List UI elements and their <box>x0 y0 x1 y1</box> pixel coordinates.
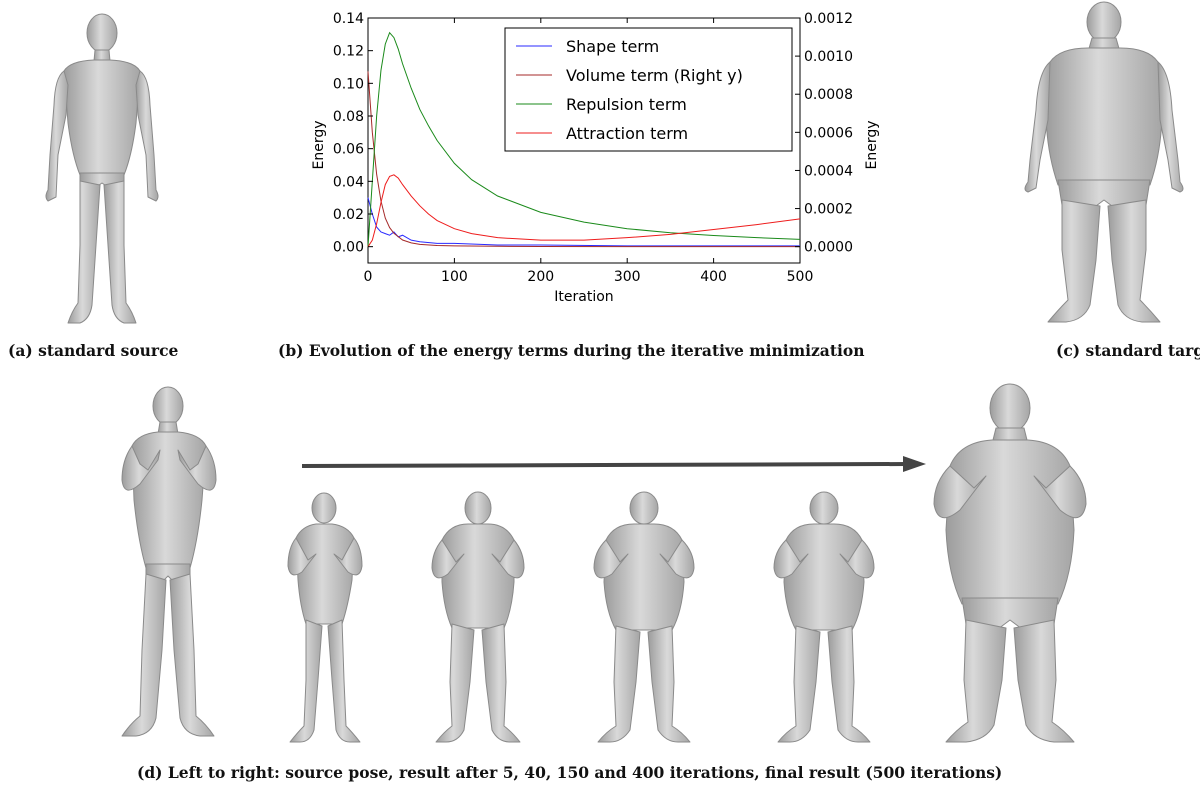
x-axis-ticks: 0 100 200 300 400 500 <box>364 18 814 285</box>
legend-label: Repulsion term <box>566 95 687 114</box>
caption-a: (a) standard source <box>8 341 179 360</box>
x-axis-label: Iteration <box>554 289 613 305</box>
standard-source-figure <box>45 13 159 324</box>
series-line-attraction-term <box>367 174 801 247</box>
series-line-shape-term <box>367 197 800 247</box>
y-axis-right-label: Energy <box>864 120 880 169</box>
iteration-400-figure <box>773 491 875 743</box>
y2-tick-label: 0.0008 <box>804 87 853 103</box>
y-tick-label: 0.04 <box>333 174 364 190</box>
iteration-40-figure <box>431 491 525 743</box>
y2-tick-label: 0.0012 <box>804 11 853 27</box>
plot-frame <box>367 17 801 264</box>
x-tick-label: 400 <box>700 269 727 285</box>
progress-arrow <box>301 456 926 472</box>
legend-label: Volume term (Right y) <box>566 66 743 85</box>
x-tick-label: 0 <box>364 269 373 285</box>
y-axis-left-label: Energy <box>311 120 327 169</box>
series-line-repulsion-term <box>367 31 801 247</box>
pose-sequence <box>121 383 1087 743</box>
y-axis-right-ticks: 0.0000 0.0002 0.0004 0.0006 0.0008 0.0010 0.00… <box>795 11 853 256</box>
x-tick-label: 200 <box>527 269 554 285</box>
caption-b: (b) Evolution of the energy terms during… <box>278 341 865 360</box>
y2-tick-label: 0.0006 <box>804 125 853 141</box>
y-tick-label: 0.06 <box>333 142 364 158</box>
plot-lines <box>367 31 801 248</box>
source-pose-figure <box>121 386 217 737</box>
y2-tick-label: 0.0000 <box>804 240 853 256</box>
x-tick-label: 500 <box>787 269 814 285</box>
y2-tick-label: 0.0010 <box>804 49 853 65</box>
caption-c: (c) standard target <box>1056 341 1200 360</box>
caption-d: (d) Left to right: source pose, result a… <box>137 763 1003 782</box>
chart-legend: Shape term Volume term (Right y) Repulsion… <box>504 27 793 152</box>
y2-tick-label: 0.0002 <box>804 202 853 218</box>
y-tick-label: 0.08 <box>333 109 364 125</box>
energy-chart: 0 100 200 300 400 500 0.00 0.02 0.04 0.06 0.08 0.1… <box>311 11 880 305</box>
y-axis-left-ticks: 0.00 0.02 0.04 0.06 0.08 0.10 0.12 0.14 <box>333 11 373 256</box>
standard-target-figure <box>1024 1 1184 323</box>
y-tick-label: 0.10 <box>333 76 364 92</box>
y-tick-label: 0.14 <box>333 11 364 27</box>
y2-tick-label: 0.0004 <box>804 163 853 179</box>
y-tick-label: 0.02 <box>333 207 364 223</box>
legend-label: Attraction term <box>566 124 688 143</box>
y-tick-label: 0.00 <box>333 240 364 256</box>
iteration-5-figure <box>287 492 363 743</box>
series-line-volume-term-right-y <box>367 71 801 248</box>
y-tick-label: 0.12 <box>333 44 364 60</box>
legend-label: Shape term <box>566 37 659 56</box>
iteration-150-figure <box>593 491 695 743</box>
x-tick-label: 300 <box>614 269 641 285</box>
final-result-figure <box>933 383 1087 743</box>
x-tick-label: 100 <box>441 269 468 285</box>
